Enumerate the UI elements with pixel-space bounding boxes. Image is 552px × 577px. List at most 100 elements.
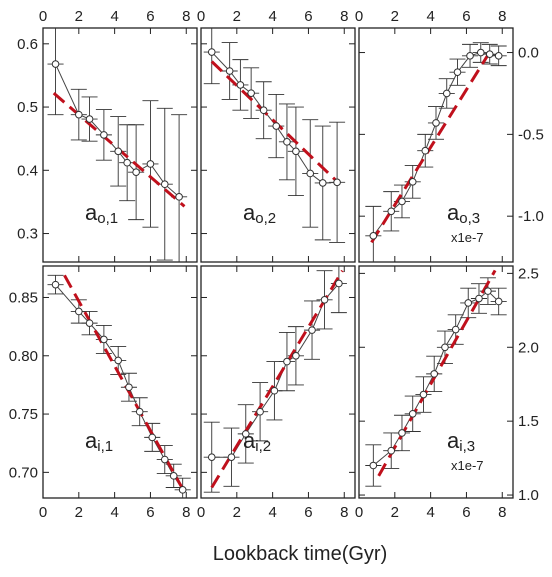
data-point [75,307,83,316]
x-tick-label-top: 4 [426,8,434,25]
trend-line [210,269,344,489]
x-tick-label-top: 6 [462,8,470,25]
data-point [146,160,155,168]
x-tick-label-bottom: 0 [355,504,363,521]
data-point [178,486,187,494]
x-tick-label-top: 8 [498,8,506,25]
y-tick-label-right: 2.5 [518,265,539,282]
panel-label-sub: i,1 [97,438,113,455]
data-point [270,386,279,395]
panel-label: ai,3 [447,428,475,455]
y-tick-label-right: -1.0 [518,208,544,225]
x-tick-label-bottom: 4 [110,504,118,521]
data-point [148,433,157,442]
x-tick-label-top: 4 [110,8,118,25]
data-point [320,296,329,304]
y-tick-label-left: 0.5 [17,99,38,116]
x-tick-label-top: 4 [268,8,276,25]
x-tick-label-bottom: 8 [340,504,348,521]
x-tick-label-bottom: 6 [462,504,470,521]
x-tick-label-top: 0 [355,8,363,25]
data-point [421,146,430,155]
data-point [100,131,108,139]
panel-a-o-2: 0 2 4 6 8 ao,2 [197,8,356,263]
data-point [207,453,216,461]
data-point [475,294,483,303]
x-tick-label-top: 2 [391,8,399,25]
data-point [135,407,144,416]
x-tick-label-top: 6 [146,8,154,25]
data-point [292,351,300,360]
data-point [241,430,250,438]
scale-note: x1e-7 [451,230,484,245]
panel-label-main: a [85,428,98,453]
data-point [484,287,492,295]
x-tick-label-top: 6 [304,8,312,25]
data-point [114,356,123,365]
data-point [387,446,396,455]
panel-a-i-2: 0 2 4 6 8 ai,2 [197,265,356,521]
y-tick-label-right: 1.5 [518,413,539,430]
panel-label-main: a [85,200,98,225]
data-point [114,147,123,156]
panel-frame [200,27,356,263]
y-tick-label-left: 0.3 [17,226,38,243]
panel-label-sub: i,2 [255,438,271,455]
panel-frame [42,27,198,263]
data-point [85,319,94,327]
scale-note: x1e-7 [451,458,484,473]
panel-label: ai,1 [85,428,113,455]
x-tick-label-bottom: 8 [182,504,190,521]
x-tick-label-bottom: 6 [304,504,312,521]
panel-frame [42,265,198,499]
data-point [398,197,406,206]
x-tick-label-bottom: 2 [391,504,399,521]
data-point [441,343,449,352]
data-point [160,180,169,189]
data-point [464,299,473,307]
y-tick-label-left: 0.70 [9,464,38,481]
x-tick-label-top: 0 [39,8,47,25]
trend-line [370,48,493,244]
panel-a-i-3: 0 2 4 6 8 1.0 1.5 2.0 2.5 ai,3 x1e-7 [355,265,539,521]
data-point [453,68,462,76]
data-point [51,280,60,289]
y-tick-label-right: 2.0 [518,339,539,356]
x-tick-label-bottom: 4 [426,504,434,521]
data-point [125,383,133,392]
y-tick-label-right: -0.5 [518,126,544,143]
x-tick-label-bottom: 0 [197,504,205,521]
panel-label-sub: o,1 [97,210,118,227]
data-point [494,297,503,306]
x-tick-label-bottom: 6 [146,504,154,521]
data-point [430,370,439,378]
data-point [169,472,178,480]
x-tick-label-bottom: 0 [39,504,47,521]
x-tick-label-top: 0 [197,8,205,25]
data-point [292,147,300,156]
data-point [75,110,83,119]
panel-a-o-3: 0 2 4 6 8 0.0 -0.5 -1.0 ao,3 x1e-7 [355,8,544,263]
panel-frame [358,265,514,499]
data-point [432,119,440,127]
data-line [55,63,180,198]
y-tick-label-right: 0.0 [518,45,539,62]
x-tick-label-bottom: 4 [268,504,276,521]
data-point [419,390,428,399]
data-point [466,52,474,60]
panel-label: ai,2 [243,428,271,455]
panel-label-sub: o,2 [255,210,276,227]
x-tick-label-bottom: 8 [498,504,506,521]
x-tick-label-top: 8 [340,8,348,25]
panel-label-sub: i,3 [459,438,475,455]
y-tick-label-right: 1.0 [518,487,539,504]
data-point [476,48,485,57]
data-point [485,50,494,58]
panels-group: 0 2 4 6 80.30.40.50.6ao,10 2 4 6 8ao,20 2 4 6 80.0-0… [9,8,544,521]
panel-frame [200,265,356,499]
data-point [494,52,503,60]
x-tick-label-bottom: 2 [75,504,83,521]
y-tick-label-left: 0.80 [9,348,38,365]
y-tick-label-left: 0.4 [17,162,38,179]
